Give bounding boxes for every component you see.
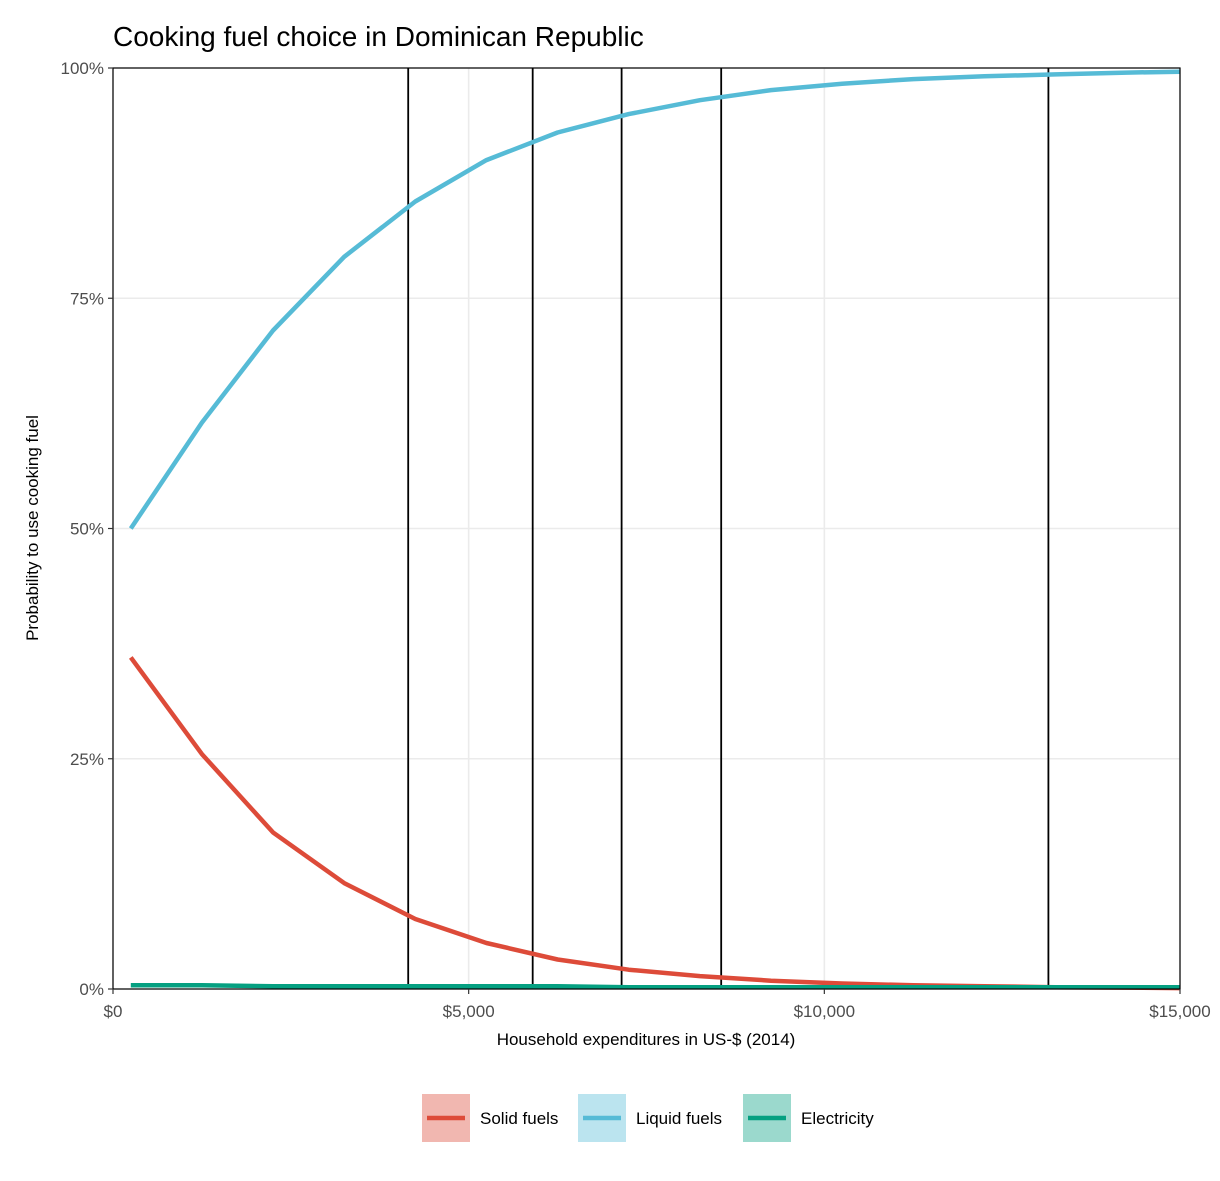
x-axis-title: Household expenditures in US-$ (2014) (497, 1030, 796, 1049)
y-tick-label-2: 50% (70, 520, 104, 539)
legend-label-electricity: Electricity (801, 1109, 874, 1128)
series-lines (128, 69, 1181, 991)
legend-label-solid-fuels: Solid fuels (480, 1109, 558, 1128)
y-axis-title: Probability to use cooking fuel (23, 415, 42, 641)
y-tick-label-4: 100% (61, 59, 104, 78)
x-axis-ticks: $0 $5,000 $10,000 $15,000 (104, 989, 1211, 1021)
series-line-electricity (130, 983, 1180, 990)
x-tick-label-3: $15,000 (1149, 1002, 1210, 1021)
x-tick-label-2: $10,000 (794, 1002, 855, 1021)
legend: Solid fuels Liquid fuels Electricity (422, 1094, 874, 1142)
y-tick-label-1: 25% (70, 750, 104, 769)
legend-label-liquid-fuels: Liquid fuels (636, 1109, 722, 1128)
grid-lines (112, 67, 1181, 990)
y-tick-label-3: 75% (70, 289, 104, 308)
series-line-liquid-fuels (128, 69, 1181, 530)
y-tick-label-0: 0% (79, 980, 104, 999)
x-tick-label-0: $0 (104, 1002, 123, 1021)
y-axis-ticks: 0% 25% 50% 75% 100% (61, 59, 113, 999)
chart-title: Cooking fuel choice in Dominican Republi… (113, 21, 644, 52)
x-tick-label-1: $5,000 (443, 1002, 495, 1021)
vertical-reference-lines (407, 68, 1050, 989)
series-line-solid-fuels (128, 656, 1181, 991)
